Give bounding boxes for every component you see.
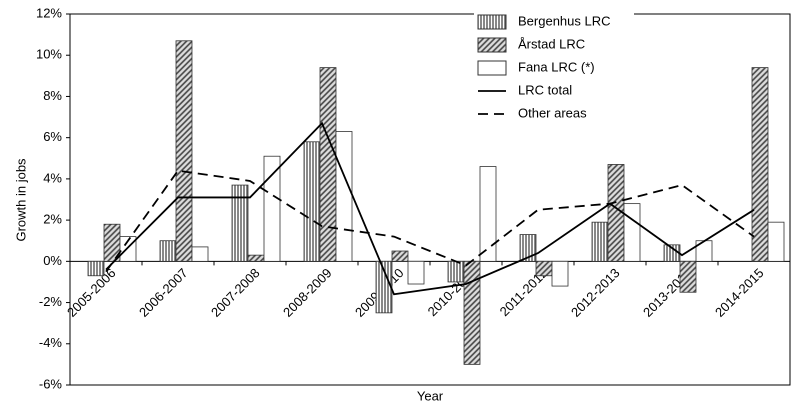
x-axis-title: Year [417, 388, 444, 403]
y-tick-label: -2% [39, 294, 63, 309]
y-tick-label: -6% [39, 376, 63, 391]
plot-frame [69, 13, 791, 386]
bar [447, 260, 465, 283]
legend-label: LRC total [518, 82, 572, 97]
bar [623, 203, 641, 262]
y-tick-label: 6% [43, 129, 62, 144]
x-tick-label: 2007-2008 [208, 265, 263, 320]
bar [407, 260, 425, 285]
bar [263, 155, 281, 262]
x-tick-label: 2012-2013 [568, 265, 623, 320]
legend-label: Årstad LRC [518, 36, 585, 51]
line [105, 169, 755, 273]
y-tick-label: 0% [43, 253, 62, 268]
bar [551, 260, 569, 287]
bar [303, 141, 321, 262]
y-tick-label: 2% [43, 212, 62, 227]
bar [175, 40, 193, 262]
bar [591, 221, 609, 262]
legend-label: Bergenhus LRC [518, 13, 611, 28]
bar [319, 67, 337, 262]
y-axis-title: Growth in jobs [13, 158, 28, 242]
legend-swatch [477, 14, 507, 30]
bar [767, 221, 785, 262]
bar [391, 250, 409, 262]
y-tick-label: 4% [43, 170, 62, 185]
line [105, 121, 755, 296]
legend-swatch [477, 60, 507, 76]
bar [87, 260, 105, 277]
bar [191, 246, 209, 262]
bar [751, 67, 769, 262]
bar [519, 234, 537, 262]
x-tick-label: 2014-2015 [712, 265, 767, 320]
bar [335, 131, 353, 262]
y-tick-label: 10% [36, 47, 62, 62]
bar [247, 254, 265, 262]
bar [535, 260, 553, 277]
bar [679, 260, 697, 293]
bar [159, 240, 177, 262]
x-tick-label: 2008-2009 [280, 265, 335, 320]
y-tick-label: 8% [43, 88, 62, 103]
bar [375, 260, 393, 314]
y-tick-label: 12% [36, 5, 62, 20]
legend-label: Fana LRC (*) [518, 59, 595, 74]
legend-label: Other areas [518, 105, 587, 120]
bar [463, 260, 481, 365]
legend-swatch [477, 37, 507, 53]
x-tick-label: 2006-2007 [136, 265, 191, 320]
bar [479, 166, 497, 262]
y-tick-label: -4% [39, 335, 63, 350]
bar [231, 184, 249, 262]
